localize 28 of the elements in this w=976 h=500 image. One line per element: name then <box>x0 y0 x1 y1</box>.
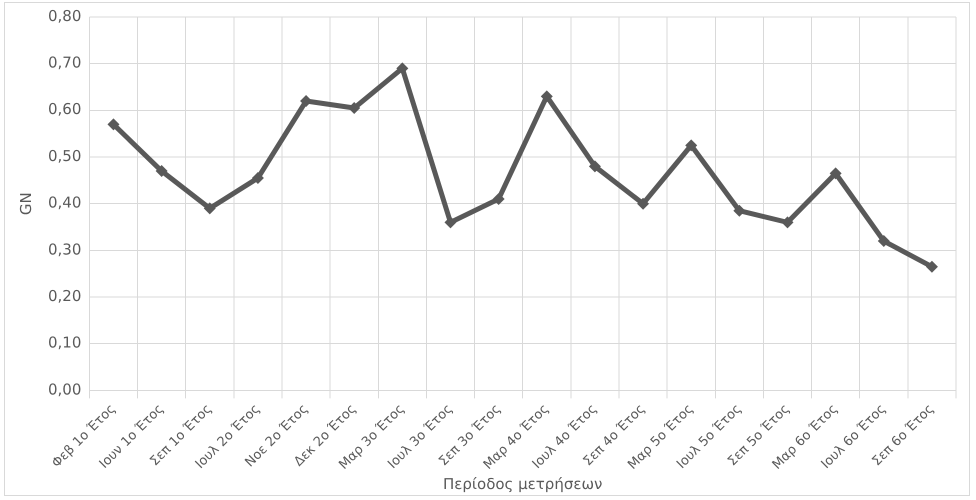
x-axis-title: Περίοδος μετρήσεων <box>443 474 602 493</box>
point <box>396 62 408 74</box>
point <box>492 193 505 206</box>
y-tick-label: 0,70 <box>48 54 82 72</box>
y-tick-label: 0,40 <box>48 194 82 212</box>
y-tick-label: 0,00 <box>48 380 82 398</box>
y-tick-label: 0,20 <box>48 286 82 305</box>
point <box>252 172 264 184</box>
point <box>830 167 842 180</box>
point <box>588 160 601 172</box>
point <box>878 235 890 248</box>
y-tick-label: 0,60 <box>48 100 82 118</box>
point <box>733 204 746 217</box>
point <box>540 90 553 102</box>
point <box>348 102 360 114</box>
y-tick-label: 0,50 <box>48 146 82 165</box>
point <box>204 202 216 214</box>
y-tick-label: 0,10 <box>48 334 82 352</box>
y-tick-label: 0,30 <box>48 240 82 258</box>
point <box>444 216 456 228</box>
y-tick-label: 0,80 <box>48 6 82 25</box>
point <box>926 260 938 273</box>
point <box>685 139 698 152</box>
point <box>781 216 794 228</box>
y-axis-title: GN <box>16 192 35 216</box>
point <box>637 198 650 210</box>
point <box>107 118 120 130</box>
point <box>156 165 168 178</box>
